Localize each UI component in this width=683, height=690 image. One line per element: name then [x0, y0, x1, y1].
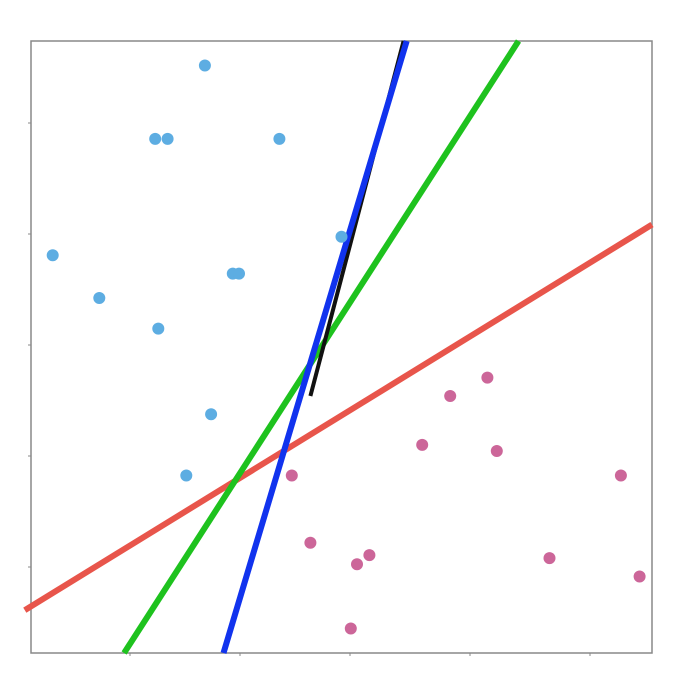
series-1-point-2 — [363, 549, 376, 562]
series-1-point-4 — [344, 622, 357, 635]
series-1-point-10 — [614, 469, 627, 482]
decision-lines — [23, 39, 654, 655]
axis-ticks — [28, 122, 591, 656]
series-1-point-1 — [304, 536, 317, 549]
series-1-point-8 — [490, 445, 503, 457]
series-1-point-5 — [416, 438, 429, 451]
series-1-point-11 — [633, 570, 646, 583]
series-0-point-7 — [233, 267, 245, 280]
series-0-point-9 — [152, 322, 165, 335]
series-1-point-0 — [285, 469, 298, 482]
series-0-point-5 — [46, 249, 59, 262]
series-0-point-11 — [180, 469, 193, 482]
decision-line-0 — [23, 222, 654, 613]
series-1-point-9 — [543, 552, 556, 565]
plot-frame — [30, 40, 653, 654]
series-1-point-3 — [351, 558, 363, 571]
series-1-point-6 — [444, 390, 457, 402]
series-0-point-4 — [335, 230, 348, 243]
series-0-point-3 — [273, 132, 286, 145]
series-0-point-10 — [205, 408, 218, 421]
series-0-point-1 — [149, 132, 162, 145]
decision-line-2 — [220, 40, 410, 654]
series-0-point-2 — [161, 132, 174, 145]
series-0-point-0 — [198, 59, 211, 72]
series-0-point-8 — [93, 292, 106, 304]
data-points — [46, 59, 646, 635]
series-1-point-7 — [481, 371, 494, 384]
